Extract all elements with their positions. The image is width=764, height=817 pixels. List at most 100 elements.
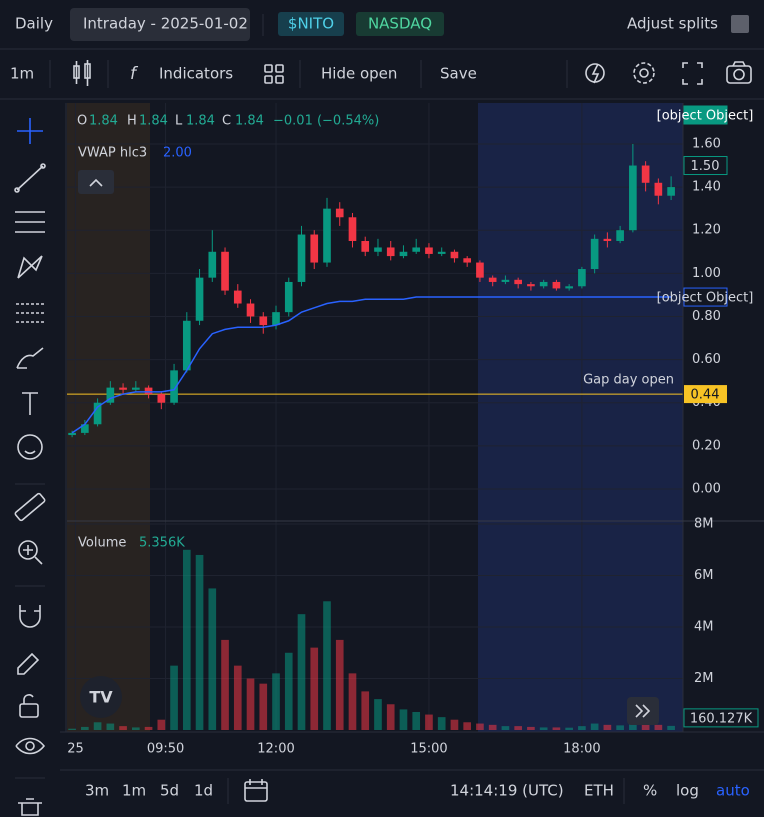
- candle-body: [539, 281, 548, 287]
- candle-body: [527, 284, 535, 287]
- camera-icon[interactable]: [726, 61, 752, 84]
- volume-bar: [81, 726, 89, 730]
- y-tick-label: 0.20: [692, 438, 721, 453]
- legend-key: L: [175, 114, 183, 129]
- volume-bar: [361, 691, 370, 730]
- y-tick-label: 1.00: [692, 266, 721, 281]
- fullscreen-icon[interactable]: [682, 62, 703, 85]
- vwap-value: 2.00: [163, 146, 192, 161]
- price-tag: [683, 156, 728, 176]
- candle-body: [488, 277, 497, 282]
- y-tick-label: 0.60: [692, 352, 721, 367]
- volume-bar: [335, 639, 344, 730]
- candle-body: [297, 234, 306, 282]
- volume-bar: [221, 639, 229, 730]
- candle-body: [667, 187, 675, 196]
- candle-body: [629, 165, 637, 231]
- candle-body: [374, 247, 382, 252]
- candle-body: [654, 182, 663, 196]
- candle-body: [501, 279, 510, 282]
- session[interactable]: ETH: [584, 782, 614, 800]
- volume-bar: [425, 714, 433, 730]
- volume-bar: [182, 549, 191, 730]
- candle-body: [603, 238, 612, 241]
- drawing-tools[interactable]: [14, 118, 46, 816]
- legend-value: 1.84: [139, 114, 168, 129]
- collapse-button[interactable]: [78, 170, 114, 194]
- volume-bar: [629, 722, 637, 730]
- legend-key: C: [222, 114, 231, 129]
- log[interactable]: log: [676, 782, 699, 800]
- volume-bar: [514, 726, 522, 730]
- y-tick-label: 1.40: [692, 180, 721, 195]
- candle-body: [578, 269, 586, 287]
- calendar-icon[interactable]: [244, 779, 268, 802]
- volume-bar: [348, 673, 357, 730]
- candle-body: [412, 247, 421, 252]
- volume-bar: [119, 726, 127, 730]
- mode[interactable]: Intraday - 2025-01-02: [83, 15, 248, 33]
- volume-tag: [683, 708, 759, 728]
- layout-icon[interactable]: [264, 64, 284, 84]
- symbol-pill[interactable]: [278, 12, 344, 36]
- hide-open[interactable]: Hide open: [321, 65, 397, 83]
- candle-body: [93, 402, 102, 425]
- logo-mark[interactable]: TV: [89, 688, 113, 707]
- settings-icon[interactable]: [633, 62, 655, 84]
- y-tick-label: 0.80: [692, 309, 721, 324]
- symbol[interactable]: $NITO: [288, 15, 334, 33]
- candle-body: [195, 277, 204, 321]
- volume-label: Volume: [78, 536, 126, 551]
- candle-body: [437, 251, 446, 254]
- ohlc-legend: O 1.84 H 1.84 L 1.84 C 1.84 −0.01 (−0.54…: [77, 114, 379, 129]
- volume-bar: [68, 728, 76, 730]
- exchange[interactable]: NASDAQ: [368, 15, 432, 33]
- candle-body: [552, 281, 561, 289]
- candle-body: [170, 370, 178, 403]
- y-tick-label: 0.00: [692, 481, 721, 496]
- candle-body: [450, 251, 459, 259]
- fx-icon[interactable]: f: [130, 64, 139, 84]
- legend-value: 1.84: [235, 114, 264, 129]
- logo[interactable]: [80, 676, 122, 718]
- resolution[interactable]: 1m: [10, 65, 34, 83]
- volume-bar: [93, 722, 102, 730]
- candle-body: [463, 258, 472, 263]
- legend-value: 1.84: [186, 114, 215, 129]
- volume-bar: [476, 723, 484, 730]
- x-tick-label: 15:00: [410, 742, 447, 757]
- indicators[interactable]: Indicators: [159, 65, 233, 83]
- range[interactable]: 1d: [194, 782, 213, 800]
- range[interactable]: 1m: [122, 782, 146, 800]
- volume-bar: [641, 723, 650, 730]
- volume-bar: [437, 717, 446, 730]
- interval[interactable]: Daily: [15, 15, 53, 33]
- legend-value: 1.84: [89, 114, 118, 129]
- hline-label: Gap day open: [583, 373, 674, 388]
- x-tick-label: 18:00: [563, 742, 600, 757]
- auto[interactable]: auto: [716, 782, 750, 800]
- exchange-pill[interactable]: [356, 12, 444, 36]
- x-tick-label: 25: [67, 742, 84, 757]
- adjust-label[interactable]: Adjust splits: [627, 15, 718, 33]
- price-tag-label: [object Object]: [657, 109, 754, 124]
- save[interactable]: Save: [440, 65, 477, 83]
- candle-body: [284, 281, 293, 313]
- candle-body: [106, 387, 115, 403]
- candle-body: [335, 208, 344, 218]
- volume-tag-label: 160.127K: [690, 711, 753, 726]
- clock: 14:14:19 (UTC): [450, 782, 564, 800]
- range[interactable]: 5d: [160, 782, 179, 800]
- candle-icon[interactable]: [73, 60, 91, 86]
- volume-bar: [412, 711, 421, 730]
- alert-icon[interactable]: [585, 63, 605, 84]
- checkbox[interactable]: [731, 15, 749, 33]
- candle-body: [361, 240, 370, 252]
- volume-bar: [450, 719, 459, 730]
- candle-body: [208, 251, 217, 278]
- volume-bar: [272, 673, 280, 730]
- mode-button[interactable]: [70, 8, 250, 41]
- candle-body: [119, 387, 127, 390]
- range[interactable]: 3m: [85, 782, 109, 800]
- percent[interactable]: %: [643, 782, 657, 800]
